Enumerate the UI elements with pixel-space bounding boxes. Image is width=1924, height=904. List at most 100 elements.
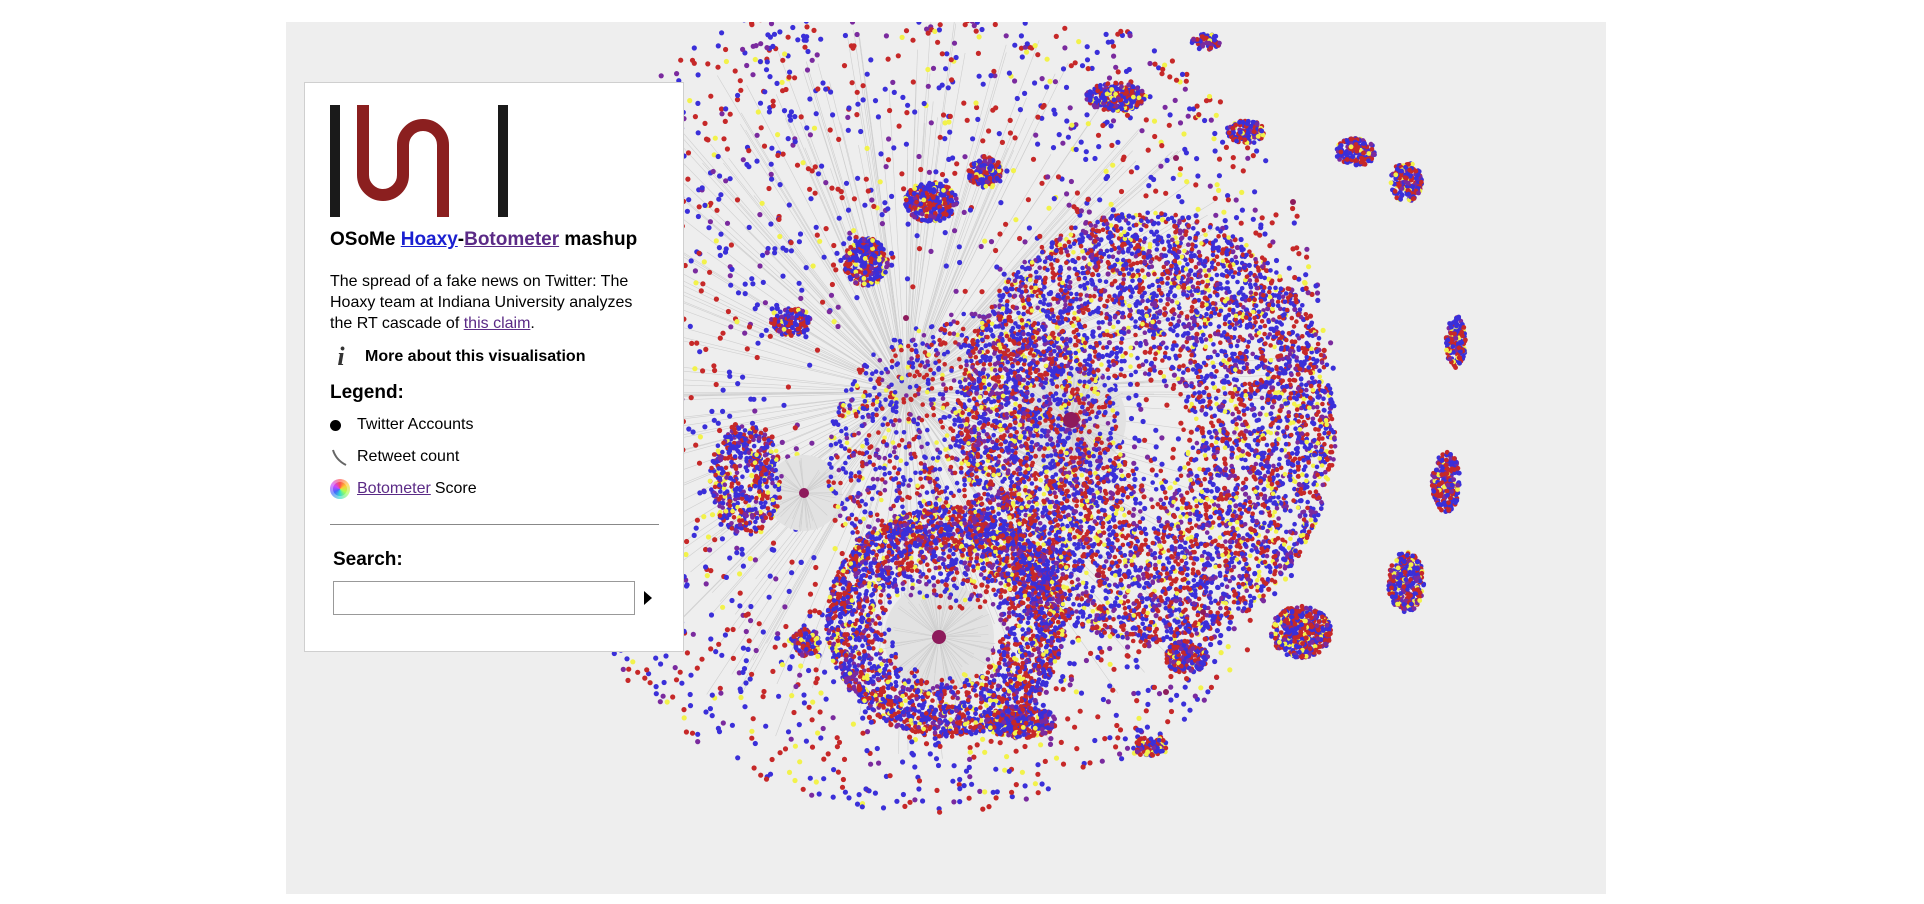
account-node[interactable] — [1187, 437, 1193, 443]
account-node[interactable] — [842, 32, 849, 39]
account-node[interactable] — [1170, 455, 1176, 461]
account-node[interactable] — [1023, 284, 1028, 289]
account-node[interactable] — [1272, 591, 1278, 597]
account-node[interactable] — [1115, 735, 1121, 741]
account-node[interactable] — [1023, 49, 1030, 55]
account-node[interactable] — [1136, 649, 1142, 655]
account-node[interactable] — [709, 713, 715, 719]
account-node[interactable] — [1103, 175, 1109, 182]
account-node[interactable] — [1192, 626, 1199, 633]
account-node[interactable] — [1125, 653, 1131, 659]
account-node[interactable] — [1218, 632, 1224, 639]
account-node[interactable] — [757, 59, 763, 65]
account-node[interactable] — [1255, 577, 1260, 583]
account-node[interactable] — [785, 729, 792, 735]
account-node[interactable] — [1118, 188, 1125, 195]
account-node[interactable] — [1124, 664, 1130, 670]
account-node[interactable] — [1109, 247, 1114, 253]
account-node[interactable] — [1111, 53, 1117, 59]
account-node[interactable] — [1149, 467, 1155, 473]
account-node[interactable] — [1222, 456, 1228, 462]
account-node[interactable] — [681, 715, 687, 721]
account-node[interactable] — [767, 333, 773, 339]
account-node[interactable] — [1168, 684, 1174, 690]
account-node[interactable] — [723, 58, 729, 65]
account-node[interactable] — [696, 250, 702, 256]
account-node[interactable] — [821, 776, 827, 782]
account-node[interactable] — [799, 287, 805, 293]
account-node[interactable] — [1086, 545, 1091, 550]
account-node[interactable] — [1100, 375, 1105, 380]
account-node[interactable] — [1083, 149, 1089, 155]
account-node[interactable] — [626, 666, 632, 672]
account-node[interactable] — [1136, 402, 1142, 408]
account-node[interactable] — [860, 715, 866, 721]
account-node[interactable] — [1060, 66, 1067, 72]
account-node[interactable] — [973, 100, 979, 106]
account-node[interactable] — [1039, 180, 1045, 186]
account-node[interactable] — [1076, 39, 1082, 45]
account-node[interactable] — [696, 460, 703, 466]
account-node[interactable] — [841, 241, 847, 247]
account-node[interactable] — [1158, 523, 1164, 529]
account-node[interactable] — [1004, 168, 1010, 174]
account-node[interactable] — [803, 738, 810, 744]
account-node[interactable] — [1255, 563, 1261, 569]
account-node[interactable] — [707, 547, 713, 553]
account-node[interactable] — [809, 792, 815, 798]
account-node[interactable] — [842, 789, 849, 795]
account-node[interactable] — [746, 148, 752, 154]
account-node[interactable] — [836, 739, 843, 746]
account-node[interactable] — [1187, 707, 1193, 713]
account-node[interactable] — [957, 776, 963, 783]
account-node[interactable] — [729, 722, 735, 728]
account-node[interactable] — [822, 669, 828, 675]
account-node[interactable] — [774, 80, 780, 86]
account-node[interactable] — [885, 157, 892, 163]
account-node[interactable] — [749, 472, 755, 479]
account-node[interactable] — [1055, 174, 1062, 180]
account-node[interactable] — [787, 664, 793, 670]
account-node[interactable] — [1179, 254, 1185, 260]
account-node[interactable] — [1066, 202, 1072, 208]
account-node[interactable] — [727, 555, 733, 561]
account-node[interactable] — [1110, 118, 1117, 124]
account-node[interactable] — [1182, 684, 1188, 690]
account-node[interactable] — [783, 623, 789, 630]
account-node[interactable] — [788, 109, 794, 115]
account-node[interactable] — [907, 799, 913, 805]
account-node[interactable] — [1195, 206, 1201, 212]
account-node[interactable] — [823, 696, 829, 702]
account-node[interactable] — [1042, 758, 1048, 765]
account-node[interactable] — [1192, 391, 1197, 396]
account-node[interactable] — [1122, 512, 1127, 518]
account-node[interactable] — [982, 789, 988, 795]
account-node[interactable] — [903, 28, 910, 34]
account-node[interactable] — [862, 509, 868, 515]
account-node[interactable] — [801, 33, 807, 39]
account-node[interactable] — [1248, 290, 1254, 295]
account-node[interactable] — [1250, 153, 1256, 159]
account-node[interactable] — [1022, 239, 1028, 245]
account-node[interactable] — [1181, 427, 1186, 433]
account-node[interactable] — [700, 368, 706, 374]
account-node[interactable] — [1037, 233, 1043, 239]
account-node[interactable] — [752, 306, 758, 312]
account-node[interactable] — [770, 668, 776, 675]
account-node[interactable] — [836, 136, 842, 142]
account-node[interactable] — [1053, 494, 1059, 500]
account-node[interactable] — [836, 215, 842, 221]
account-node[interactable] — [701, 259, 707, 265]
account-node[interactable] — [1071, 661, 1077, 667]
account-node[interactable] — [690, 429, 696, 435]
account-node[interactable] — [839, 784, 846, 790]
account-node[interactable] — [785, 34, 791, 40]
account-node[interactable] — [899, 34, 905, 40]
account-node[interactable] — [624, 656, 630, 662]
account-node[interactable] — [808, 196, 814, 202]
account-node[interactable] — [702, 424, 708, 430]
account-node[interactable] — [1062, 45, 1068, 51]
account-node[interactable] — [1193, 213, 1199, 219]
account-node[interactable] — [855, 175, 861, 181]
account-node[interactable] — [1206, 93, 1213, 100]
